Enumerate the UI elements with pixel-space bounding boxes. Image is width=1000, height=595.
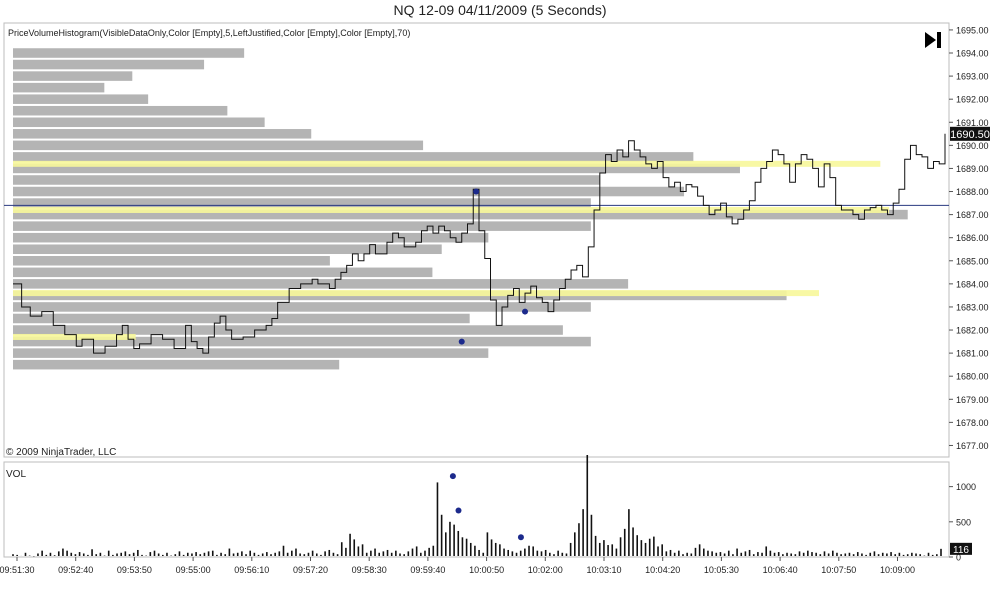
price-bars	[13, 133, 946, 354]
skip-to-end-icon[interactable]	[920, 30, 946, 50]
price-tick-label: 1681.00	[956, 349, 989, 359]
time-tick-label: 09:51:30	[0, 565, 35, 575]
histogram-bar	[13, 198, 591, 208]
highlight-band	[13, 206, 890, 213]
price-tick-label: 1678.00	[956, 418, 989, 428]
price-tick-label: 1682.00	[956, 326, 989, 336]
highlight-band	[13, 160, 881, 167]
last-volume-label: 116	[953, 545, 969, 556]
histogram-bar	[13, 152, 694, 162]
price-tick-label: 1691.00	[956, 118, 989, 128]
histogram-bar	[13, 313, 470, 324]
volume-marker-dot	[517, 534, 524, 541]
price-tick-label: 1686.00	[956, 233, 989, 243]
histogram-bar	[13, 232, 489, 243]
volume-tick-label: 1000	[956, 482, 976, 492]
histogram-bar	[13, 336, 591, 347]
histogram-bar	[13, 302, 591, 312]
histogram-bar	[13, 59, 205, 70]
last-price-label: 1690.50	[950, 129, 990, 141]
price-tick-label: 1687.00	[956, 210, 989, 220]
volume-marker-dot	[455, 507, 462, 514]
time-tick-label: 10:06:40	[763, 565, 798, 575]
histogram-bar	[13, 140, 424, 151]
time-tick-label: 09:55:00	[176, 565, 211, 575]
price-marker-dot	[473, 188, 480, 195]
price-tick-label: 1695.00	[956, 25, 989, 35]
price-tick-label: 1692.00	[956, 95, 989, 105]
histogram-bar	[13, 325, 563, 335]
price-tick-label: 1677.00	[956, 441, 989, 451]
price-tick-label: 1684.00	[956, 279, 989, 289]
volume-markers	[449, 473, 524, 541]
volume-bars	[12, 454, 942, 557]
volume-tick-label: 0	[956, 553, 961, 563]
time-tick-label: 09:53:50	[117, 565, 152, 575]
time-tick-label: 09:57:20	[293, 565, 328, 575]
histogram-bar	[13, 209, 908, 220]
price-tick-label: 1685.00	[956, 256, 989, 266]
histogram-bar	[13, 256, 330, 266]
price-tick-label: 1690.00	[956, 141, 989, 151]
last-price-tag: 1690.50	[950, 126, 990, 141]
histogram-bar	[13, 94, 149, 104]
price-tick-label: 1680.00	[956, 372, 989, 382]
chart-title: NQ 12-09 04/11/2009 (5 Seconds)	[393, 2, 607, 18]
histogram-bar	[13, 267, 433, 278]
histogram-bar	[13, 105, 228, 116]
price-tick-label: 1693.00	[956, 72, 989, 82]
histogram-bar	[13, 186, 685, 197]
price-axis: 1695.001694.001693.001692.001691.001690.…	[949, 25, 989, 451]
price-tick-label: 1683.00	[956, 302, 989, 312]
time-tick-label: 10:05:30	[704, 565, 739, 575]
histogram-bar	[13, 117, 265, 128]
histogram-bar	[13, 175, 601, 185]
time-axis: 09:51:30 09:52:40 09:53:50 09:55:00 09:56:10…	[0, 557, 915, 575]
histogram-bar	[13, 221, 591, 231]
time-tick-label: 09:59:40	[410, 565, 445, 575]
price-tick-label: 1689.00	[956, 164, 989, 174]
volume-label: VOL	[6, 469, 26, 480]
indicator-label: PriceVolumeHistogram(VisibleDataOnly,Col…	[8, 28, 410, 38]
histogram-bar	[13, 71, 133, 81]
volume-tick-label: 500	[956, 517, 971, 527]
volume-highlight-bands	[13, 160, 890, 340]
highlight-band	[13, 333, 136, 340]
time-tick-label: 10:03:10	[586, 565, 621, 575]
time-tick-label: 10:07:50	[821, 565, 856, 575]
price-markers	[458, 188, 529, 345]
time-tick-label: 09:58:30	[352, 565, 387, 575]
histogram-bar	[13, 163, 740, 174]
price-marker-dot	[522, 308, 529, 315]
highlight-band	[13, 290, 819, 297]
price-tick-label: 1694.00	[956, 49, 989, 59]
time-tick-label: 09:52:40	[58, 565, 93, 575]
time-tick-label: 10:04:20	[645, 565, 680, 575]
time-tick-label: 10:02:00	[528, 565, 563, 575]
volume-panel	[3, 461, 950, 558]
histogram-bar	[13, 348, 489, 358]
time-tick-label: 10:00:50	[469, 565, 504, 575]
volume-axis: 1000 500 0	[949, 482, 976, 563]
last-volume-tag: 116	[950, 542, 972, 556]
histogram-bar	[13, 244, 442, 255]
histogram-bar	[13, 359, 340, 370]
histogram-bar	[13, 129, 312, 139]
time-tick-label: 09:56:10	[234, 565, 269, 575]
volume-marker-dot	[449, 473, 456, 480]
price-tick-label: 1679.00	[956, 395, 989, 405]
price-marker-dot	[458, 338, 465, 345]
price-tick-label: 1688.00	[956, 187, 989, 197]
histogram-bar	[13, 82, 105, 93]
time-tick-label: 10:09:00	[880, 565, 915, 575]
copyright-text: © 2009 NinjaTrader, LLC	[6, 447, 116, 458]
histogram-bar	[13, 48, 245, 58]
